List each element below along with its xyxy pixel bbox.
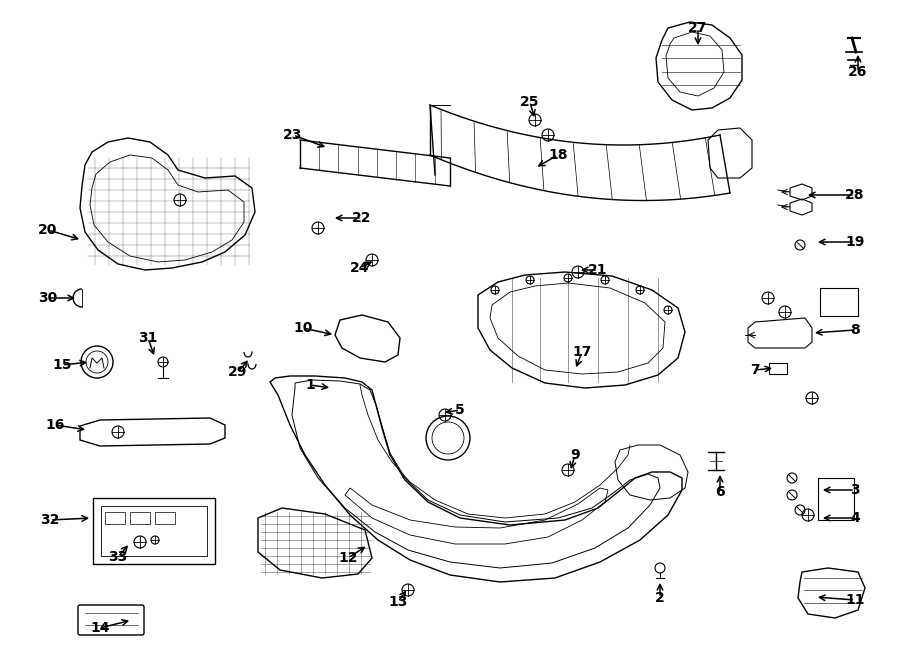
Text: 19: 19 bbox=[845, 235, 865, 249]
Text: 21: 21 bbox=[589, 263, 608, 277]
Bar bbox=[93, 498, 215, 564]
Text: 17: 17 bbox=[572, 345, 591, 359]
Text: 22: 22 bbox=[352, 211, 372, 225]
Text: 4: 4 bbox=[850, 511, 860, 525]
Text: 9: 9 bbox=[571, 448, 580, 462]
Text: 6: 6 bbox=[716, 485, 724, 499]
Text: 1: 1 bbox=[305, 378, 315, 392]
Bar bbox=[820, 288, 858, 316]
Text: 11: 11 bbox=[845, 593, 865, 607]
Text: 14: 14 bbox=[90, 621, 110, 635]
Text: 2: 2 bbox=[655, 591, 665, 605]
Text: 24: 24 bbox=[350, 261, 370, 275]
Text: 5: 5 bbox=[455, 403, 465, 417]
Text: 32: 32 bbox=[40, 513, 59, 527]
Text: 28: 28 bbox=[845, 188, 865, 202]
Text: 26: 26 bbox=[849, 65, 868, 79]
Text: 12: 12 bbox=[338, 551, 358, 565]
Text: 23: 23 bbox=[284, 128, 302, 142]
Text: 8: 8 bbox=[850, 323, 860, 337]
Text: 7: 7 bbox=[751, 363, 760, 377]
Bar bbox=[101, 506, 207, 556]
Text: 29: 29 bbox=[229, 365, 248, 379]
Text: 30: 30 bbox=[39, 291, 58, 305]
Text: 25: 25 bbox=[520, 95, 540, 109]
Bar bbox=[105, 512, 125, 524]
Bar bbox=[769, 362, 787, 373]
Bar bbox=[818, 478, 854, 520]
Text: 33: 33 bbox=[108, 550, 128, 564]
Text: 27: 27 bbox=[688, 21, 707, 35]
Text: 3: 3 bbox=[850, 483, 860, 497]
Text: 13: 13 bbox=[388, 595, 408, 609]
Text: 31: 31 bbox=[139, 331, 158, 345]
Text: 20: 20 bbox=[39, 223, 58, 237]
Text: 18: 18 bbox=[548, 148, 568, 162]
Text: 15: 15 bbox=[52, 358, 72, 372]
Bar bbox=[155, 512, 175, 524]
Text: 10: 10 bbox=[293, 321, 312, 335]
Bar bbox=[130, 512, 150, 524]
Text: 16: 16 bbox=[45, 418, 65, 432]
